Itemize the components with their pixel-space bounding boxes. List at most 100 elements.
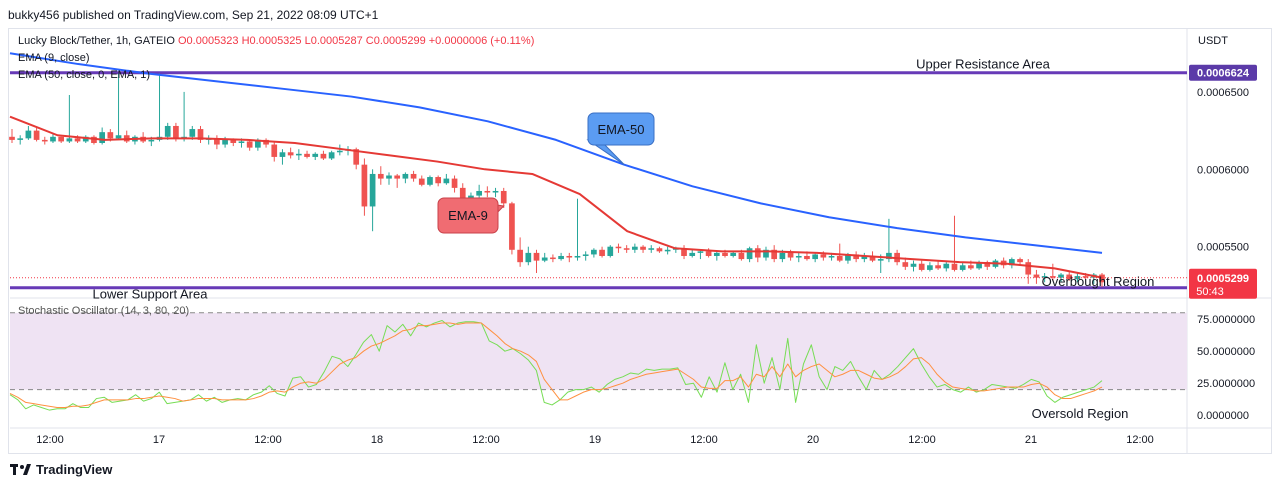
candle-body	[738, 252, 745, 260]
candle-body	[435, 177, 442, 184]
candle-body	[1025, 262, 1032, 275]
ema50-callout[interactable]	[587, 112, 655, 146]
x-tick-label: 12:00	[36, 434, 64, 446]
candle-body	[812, 254, 819, 260]
candle-body	[632, 246, 638, 250]
candle-body	[394, 175, 401, 179]
ema9-callout-label: EMA-9	[448, 208, 488, 223]
candle-body	[1041, 276, 1048, 278]
candle-body	[656, 248, 663, 252]
candle-body	[599, 249, 605, 256]
candle-body	[959, 265, 966, 270]
tradingview-logo-icon	[10, 463, 31, 475]
candle-body	[615, 246, 622, 249]
candle-body	[402, 173, 409, 179]
last-price-tag	[1189, 268, 1257, 299]
candle-body	[869, 255, 876, 261]
stoch-y-tick-label: 25.0000000	[1197, 378, 1255, 390]
candle-body	[164, 125, 171, 137]
x-tick-label: 12:00	[472, 434, 500, 446]
candle-body	[377, 173, 384, 179]
candle-body	[25, 130, 32, 139]
candle-body	[550, 257, 556, 260]
candle-body	[730, 252, 737, 256]
candle-body	[66, 138, 73, 142]
ema50-line[interactable]	[9, 52, 1103, 254]
candle-body	[697, 251, 704, 253]
y-tick-label: 0.0005500	[1197, 242, 1249, 254]
candle-body	[951, 263, 958, 270]
candle-body	[861, 255, 868, 260]
candle-body	[443, 178, 450, 184]
footer-brand-label: TradingView	[36, 462, 113, 477]
candle-body	[9, 136, 15, 140]
candle-body	[984, 262, 991, 267]
candle-body	[1049, 276, 1056, 278]
candle-body	[591, 249, 597, 255]
candle-body	[558, 255, 564, 260]
candle-body	[689, 252, 696, 256]
candle-body	[623, 248, 630, 250]
stoch-band	[10, 312, 1187, 390]
candle-body	[287, 152, 294, 156]
stoch-y-tick-label: 50.0000000	[1197, 346, 1255, 358]
candle-body	[320, 153, 327, 159]
candle-body	[91, 136, 97, 143]
candle-body	[648, 248, 655, 250]
legend-symbol: Lucky Block/Tether, 1h, GATEIO	[18, 35, 175, 47]
ema50-callout-label: EMA-50	[598, 122, 645, 137]
candle-body	[1009, 259, 1015, 266]
candle-body	[107, 132, 114, 139]
ema9-callout[interactable]	[437, 197, 499, 234]
last-price-label: 0.0005299	[1197, 273, 1249, 285]
bar-countdown-label: 50:43	[1196, 286, 1224, 298]
x-tick-label: 12:00	[908, 434, 936, 446]
candle-body	[336, 150, 343, 153]
ema9-line[interactable]	[9, 115, 1103, 279]
candle-body	[1082, 276, 1089, 278]
candle-body	[1017, 259, 1023, 263]
stoch-d-line[interactable]	[9, 322, 1103, 409]
candle-body	[369, 173, 376, 207]
candle-body	[74, 138, 81, 142]
level-name: Lower Support Area	[93, 287, 209, 302]
publisher-line: bukky456 published on TradingView.com, S…	[8, 8, 379, 22]
candle-body	[746, 248, 753, 260]
candle-body	[500, 190, 507, 204]
candle-body	[492, 190, 499, 193]
candle-body	[361, 164, 368, 207]
candle-body	[517, 249, 523, 263]
candle-body	[1074, 276, 1081, 280]
candle-body	[1099, 274, 1105, 283]
candle-body	[820, 254, 827, 258]
candle-body	[1033, 274, 1040, 278]
candle-body	[484, 190, 491, 193]
candle-body	[328, 152, 335, 159]
candle-body	[1066, 274, 1073, 280]
candle-body	[910, 263, 917, 267]
legend-ema50[interactable]: EMA (50, close, 0, EMA, 1)	[18, 69, 151, 81]
x-tick-label: 17	[153, 434, 165, 446]
candle-body	[804, 255, 810, 260]
candle-body	[353, 149, 360, 165]
candle-body	[271, 144, 278, 157]
legend-ema9[interactable]: EMA (9, close)	[18, 52, 90, 64]
candle-body	[386, 175, 392, 179]
stoch-k-line[interactable]	[9, 319, 1103, 411]
candle-body	[509, 203, 515, 250]
candle-body	[295, 153, 302, 156]
candle-body	[828, 255, 835, 258]
candle-body	[943, 263, 950, 269]
x-tick-label: 18	[371, 434, 383, 446]
candle-body	[795, 255, 802, 258]
legend-stochastic[interactable]: Stochastic Oscillator (14, 3, 80, 20)	[18, 305, 190, 317]
candle-body	[173, 125, 179, 139]
x-tick-label: 12:00	[1126, 434, 1154, 446]
x-tick-label: 12:00	[690, 434, 718, 446]
legend-symbol-row[interactable]: Lucky Block/Tether, 1h, GATEIO O0.000532…	[18, 35, 534, 47]
y-tick-label: 0.0006000	[1197, 164, 1249, 176]
candle-body	[41, 139, 48, 142]
footer-brand[interactable]: TradingView	[10, 462, 112, 477]
candle-body	[681, 248, 687, 256]
